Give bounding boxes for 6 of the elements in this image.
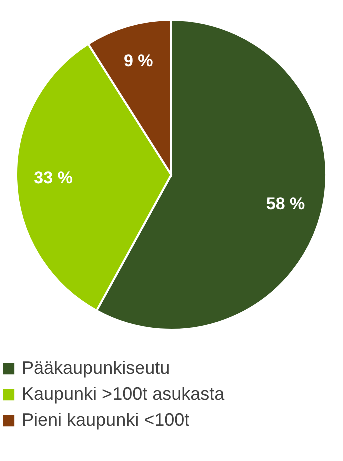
data-label: 9 % xyxy=(124,52,154,71)
legend-label: Pieni kaupunki <100t xyxy=(22,410,190,430)
legend-label: Pääkaupunkiseutu xyxy=(22,358,170,378)
data-label: 58 % xyxy=(266,194,306,214)
legend-label: Kaupunki >100t asukasta xyxy=(22,384,226,404)
data-label: 33 % xyxy=(34,168,73,188)
